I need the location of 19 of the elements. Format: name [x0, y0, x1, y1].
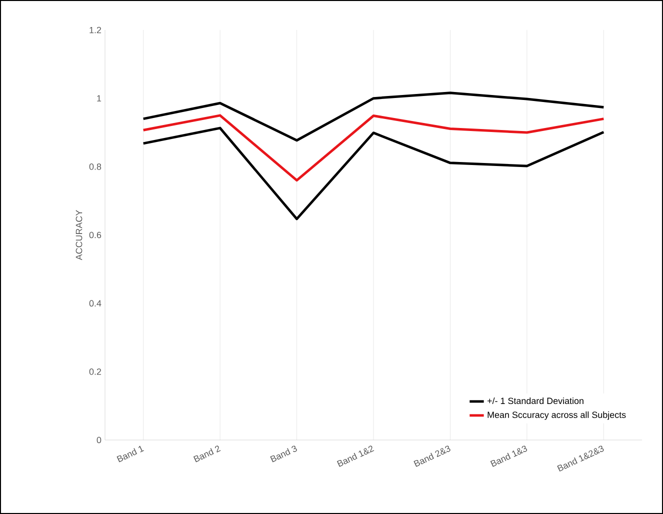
y-tick-label: 0.2	[89, 368, 102, 375]
x-tick-label: Band 2	[193, 446, 221, 462]
line-series	[142, 92, 605, 142]
x-tick-label: Band 1&2	[336, 446, 374, 467]
y-tick-label: 1	[97, 95, 102, 102]
legend-label: Mean Sccuracy across all Subjects	[488, 411, 626, 420]
x-tick-label: Band 3	[270, 446, 297, 462]
y-tick-label: 1.2	[90, 26, 102, 34]
legend-label: +/- 1 Standard Deviation	[487, 397, 584, 404]
x-tick-label: Band 1&3	[490, 446, 528, 467]
line-series	[142, 114, 605, 182]
x-tick-label: Band 1	[116, 446, 144, 462]
y-tick-label: 0	[96, 436, 102, 444]
y-axis-title: ACCURACY	[76, 210, 82, 260]
line-series	[142, 126, 605, 220]
y-tick-label: 0.4	[89, 300, 102, 307]
y-tick-label: 0.8	[89, 163, 102, 170]
x-tick-label: Band 2&3	[414, 446, 450, 467]
y-tick-label: 0.6	[89, 232, 102, 238]
